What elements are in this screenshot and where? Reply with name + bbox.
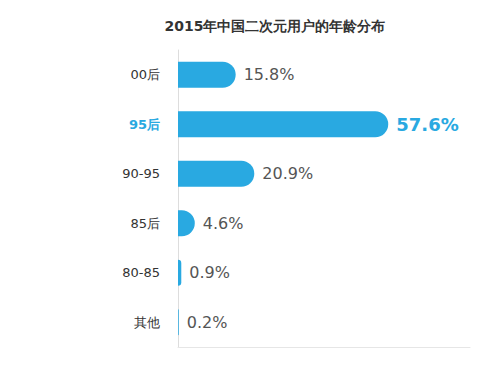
svg-text:95后: 95后 xyxy=(129,117,160,132)
svg-text:85后: 85后 xyxy=(130,216,160,231)
svg-text:90-95: 90-95 xyxy=(122,166,160,181)
svg-text:0.2%: 0.2% xyxy=(187,313,228,332)
svg-text:2015年中国二次元用户的年龄分布: 2015年中国二次元用户的年龄分布 xyxy=(165,18,386,34)
svg-text:其他: 其他 xyxy=(134,315,160,330)
svg-text:57.6%: 57.6% xyxy=(396,114,458,135)
svg-text:20.9%: 20.9% xyxy=(262,164,313,183)
svg-text:80-85: 80-85 xyxy=(122,265,160,280)
svg-text:00后: 00后 xyxy=(130,67,160,82)
svg-text:0.9%: 0.9% xyxy=(189,263,230,282)
svg-text:4.6%: 4.6% xyxy=(203,214,244,233)
svg-text:15.8%: 15.8% xyxy=(244,65,295,84)
